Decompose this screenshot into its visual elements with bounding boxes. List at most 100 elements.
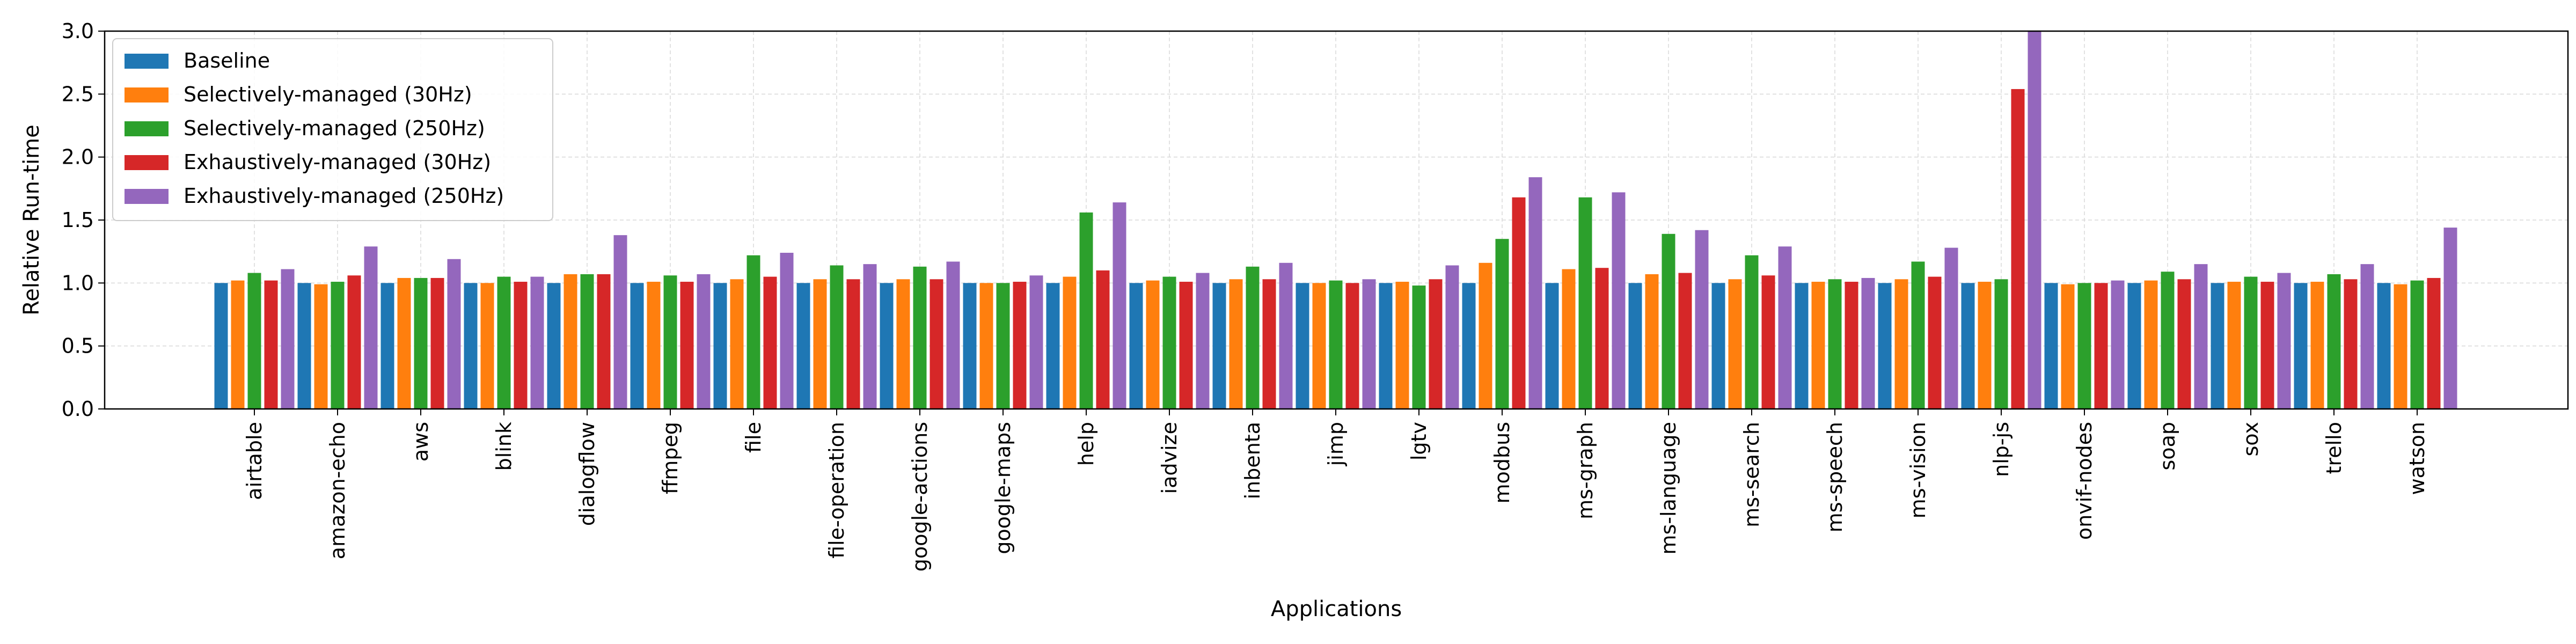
series-group (214, 283, 2391, 409)
bar (2061, 284, 2075, 409)
bar (2327, 274, 2341, 409)
bar (580, 274, 594, 409)
bar (2310, 281, 2324, 409)
bar (2211, 283, 2224, 409)
bar (1412, 286, 1426, 409)
bar (647, 281, 661, 409)
bar (2127, 283, 2141, 409)
bar (730, 279, 744, 409)
bar (713, 283, 727, 409)
bar (231, 280, 245, 409)
legend-label: Selectively-managed (250Hz) (184, 116, 485, 140)
y-tick-label: 2.0 (62, 145, 94, 169)
bar (2394, 284, 2407, 409)
y-axis-label: Relative Run-time (19, 125, 44, 316)
bar (1296, 283, 1309, 409)
x-tick-label: amazon-echo (326, 422, 349, 559)
bar (1811, 281, 1825, 409)
bar (680, 281, 694, 409)
bar (963, 283, 977, 409)
legend-box (112, 38, 553, 221)
legend-label: Exhaustively-managed (30Hz) (184, 150, 491, 174)
x-tick-label: help (1074, 422, 1098, 466)
bar (1229, 279, 1243, 409)
bar (297, 283, 311, 409)
bar (430, 277, 444, 409)
bar (2111, 280, 2125, 409)
bar (1928, 276, 1942, 409)
bar (514, 281, 528, 409)
series-group (247, 197, 2424, 409)
bar (1795, 283, 1809, 409)
x-tick-label: modbus (1490, 422, 1514, 503)
bar (1961, 283, 1975, 409)
x-tick-label: ms-language (1657, 422, 1680, 554)
bar (796, 283, 810, 409)
bar (863, 264, 877, 409)
bar (2044, 283, 2058, 409)
legend-swatch (125, 87, 169, 103)
x-tick-label: ms-search (1740, 422, 1763, 528)
bar (1761, 275, 1775, 409)
series-group (231, 262, 2407, 409)
legend-label: Selectively-managed (30Hz) (184, 83, 472, 106)
bar (1379, 283, 1393, 409)
bar (2294, 283, 2308, 409)
bar (1878, 283, 1892, 409)
legend-swatch (125, 155, 169, 170)
bar (347, 275, 361, 409)
x-tick-label: watson (2405, 422, 2429, 495)
bar (364, 246, 378, 409)
bar (480, 283, 494, 409)
legend-swatch (125, 54, 169, 69)
bar (630, 283, 644, 409)
bar (1129, 283, 1143, 409)
x-axis-label: Applications (1271, 597, 1402, 621)
x-tick-label: lgtv (1407, 422, 1431, 460)
x-tick-label: iadvize (1158, 422, 1181, 494)
x-tick-label: google-maps (991, 422, 1015, 554)
bar (2344, 279, 2358, 409)
bar (1345, 283, 1359, 409)
y-tick-label: 2.5 (62, 82, 94, 106)
bar (946, 261, 960, 409)
bar (2260, 281, 2274, 409)
series-group (281, 31, 2457, 409)
bar (1894, 279, 1908, 409)
bar (1279, 262, 1293, 409)
bar (1695, 230, 1709, 409)
bar (613, 235, 627, 409)
x-axis: airtable amazon-echo aws blink dialogflow ffm… (243, 409, 2429, 572)
bar (2161, 272, 2175, 409)
bar (1495, 239, 1509, 409)
x-tick-label: ffmpeg (658, 422, 682, 494)
x-tick-label: sox (2239, 422, 2263, 456)
bar (1146, 280, 1160, 409)
y-axis: 0.0 0.5 1.0 1.5 2.0 2.5 3.0 (62, 19, 105, 421)
x-tick-label: aws (409, 422, 433, 462)
bar (2028, 31, 2041, 409)
x-tick-label: airtable (243, 422, 266, 500)
legend-swatch (125, 121, 169, 136)
bar (497, 276, 511, 409)
bar (2377, 283, 2391, 409)
x-tick-label: soap (2156, 422, 2179, 470)
bar (1512, 197, 1526, 409)
bars-group (214, 31, 2457, 409)
bar (697, 274, 711, 409)
x-tick-label: nlp-js (1989, 422, 2013, 477)
bar (1096, 270, 1110, 409)
x-tick-label: inbenta (1241, 422, 1264, 499)
bar (2360, 264, 2374, 409)
bar (846, 279, 860, 409)
bar (1246, 266, 1260, 409)
x-tick-label: ms-speech (1823, 422, 1847, 532)
bar (1029, 275, 1043, 409)
y-tick-label: 0.0 (62, 397, 94, 421)
bar (996, 283, 1010, 409)
bar (1778, 246, 1792, 409)
bar (1445, 265, 1459, 409)
bar (314, 284, 328, 409)
bar (1994, 279, 2008, 409)
bar (1828, 279, 1842, 409)
